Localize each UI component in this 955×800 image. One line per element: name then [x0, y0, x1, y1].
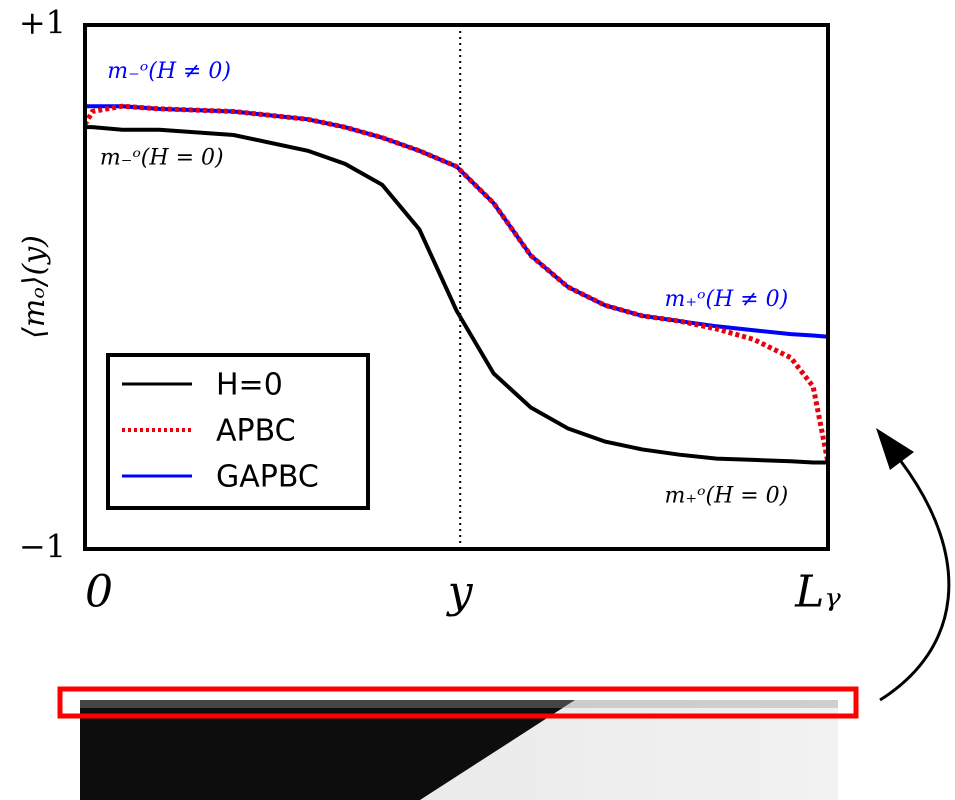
annotation: m₊ᵒ(H ≠ 0) [665, 287, 789, 312]
legend-label: APBC [216, 414, 296, 449]
annotation: m₊ᵒ(H = 0) [665, 484, 789, 509]
annotation: m₋ᵒ(H = 0) [100, 146, 224, 171]
x-tick-label: Lᵧ [794, 567, 841, 618]
figure: ⟨mₒ⟩(y) −1 +1 0 y Lᵧ m₋ᵒ(H ≠ 0) m₋ᵒ(H = 0) m₊ᵒ(… [0, 0, 955, 800]
legend-label: H=0 [216, 368, 283, 403]
x-tick-label: 0 [85, 567, 113, 618]
x-tick-label: y [446, 567, 474, 618]
arrow [880, 460, 949, 700]
y-tick-label: +1 [19, 4, 66, 42]
y-tick-label: −1 [19, 528, 66, 566]
legend-label: GAPBC [216, 460, 319, 495]
arrow-head [876, 428, 914, 470]
annotation: m₋ᵒ(H ≠ 0) [107, 59, 231, 84]
y-axis-label: ⟨mₒ⟩(y) [17, 235, 52, 339]
